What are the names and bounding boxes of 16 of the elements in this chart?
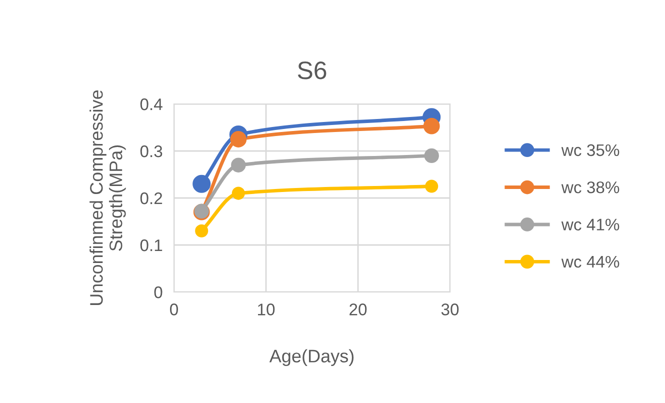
y-tick-label: 0.4 bbox=[140, 98, 162, 110]
y-axis-title: Unconfinmed Compressive Stregth(MPa) bbox=[90, 90, 126, 305]
x-tick-label: 20 bbox=[350, 304, 367, 316]
y-tick-label: 0.2 bbox=[140, 192, 162, 204]
x-tick-label: 30 bbox=[441, 304, 459, 316]
x-tick-label: 10 bbox=[258, 304, 275, 316]
x-tick-label: 0 bbox=[170, 304, 178, 316]
legend-label: wc 44% bbox=[561, 256, 620, 268]
y-tick-label: 0.1 bbox=[140, 239, 162, 252]
y-tick-label: 0 bbox=[154, 286, 162, 298]
y-tick-label: 0.3 bbox=[140, 145, 162, 158]
chart-title: S6 bbox=[298, 62, 326, 80]
x-axis-title: Age(Days) bbox=[269, 349, 354, 366]
legend-label: wc 41% bbox=[561, 218, 620, 230]
legend-label: wc 35% bbox=[561, 144, 620, 156]
legend-label: wc 38% bbox=[561, 181, 620, 194]
